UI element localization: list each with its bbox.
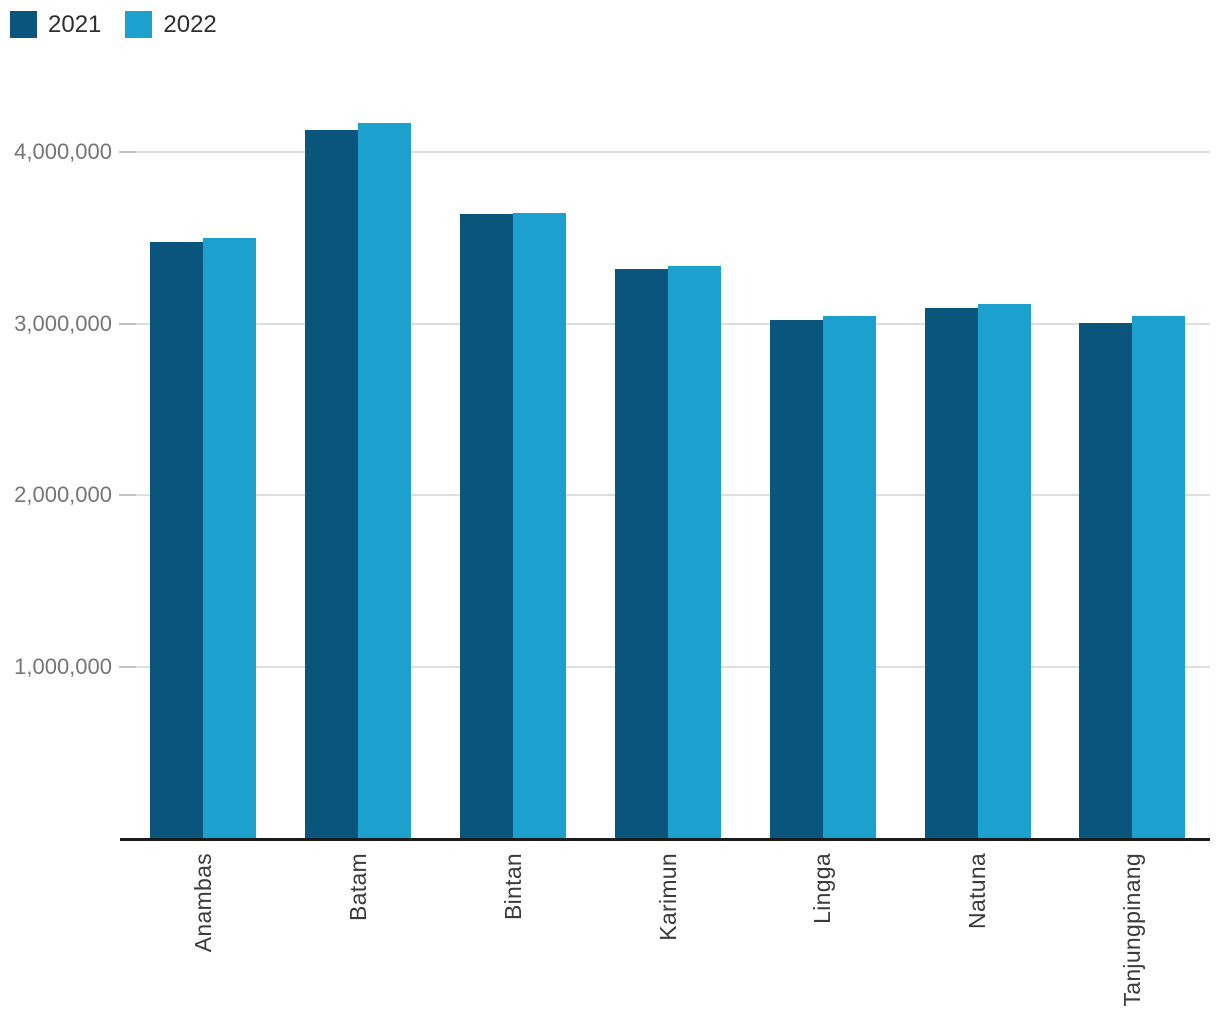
bar-group-bintan <box>460 213 567 838</box>
x-label-slot: Tanjungpinang <box>1055 853 1210 1007</box>
bar-anambas-2021[interactable] <box>150 241 204 838</box>
legend-label-2022: 2022 <box>163 11 217 38</box>
bar-group-tanjungpinang <box>1079 316 1186 838</box>
y-tick-mark <box>119 665 136 668</box>
bar-lingga-2022[interactable] <box>822 316 876 838</box>
x-axis-labels: Anambas Batam Bintan Karimun Lingga Natuna Tan… <box>126 853 1210 1007</box>
x-label-slot: Batam <box>281 853 436 921</box>
plot-area <box>126 0 1210 838</box>
bar-group-batam <box>305 123 412 838</box>
bar-batam-2021[interactable] <box>305 130 359 838</box>
x-axis-line <box>120 838 1210 841</box>
bar-group-anambas <box>150 238 257 838</box>
legend: 2021 2022 <box>10 11 217 38</box>
bar-batam-2022[interactable] <box>358 123 412 838</box>
bar-karimun-2022[interactable] <box>667 266 721 838</box>
y-tick-label: 3,000,000 <box>14 310 112 336</box>
y-tick-label: 4,000,000 <box>14 139 112 165</box>
legend-item-2022[interactable]: 2022 <box>125 11 217 38</box>
bar-karimun-2021[interactable] <box>614 268 668 838</box>
bar-bintan-2022[interactable] <box>513 213 567 838</box>
y-tick-label: 1,000,000 <box>14 653 112 679</box>
gridline <box>120 151 1210 154</box>
bar-tanjungpinang-2022[interactable] <box>1132 316 1186 838</box>
bar-group-karimun <box>614 266 721 838</box>
x-label-slot: Karimun <box>591 853 746 941</box>
bar-anambas-2022[interactable] <box>203 238 257 838</box>
bar-lingga-2021[interactable] <box>769 319 823 838</box>
bar-group-natuna <box>924 304 1031 838</box>
x-label-slot: Natuna <box>900 853 1055 929</box>
legend-swatch-2021 <box>10 11 37 38</box>
legend-swatch-2022 <box>125 11 153 38</box>
x-tick-label-lingga: Lingga <box>809 853 836 924</box>
bar-tanjungpinang-2021[interactable] <box>1079 322 1133 838</box>
bar-natuna-2021[interactable] <box>924 307 978 838</box>
bar-group-lingga <box>769 316 876 838</box>
y-tick-mark <box>119 151 136 154</box>
legend-label-2021: 2021 <box>48 11 102 38</box>
x-tick-label-tanjungpinang: Tanjungpinang <box>1119 853 1146 1007</box>
x-label-slot: Bintan <box>436 853 591 920</box>
legend-item-2021[interactable]: 2021 <box>10 11 101 38</box>
bar-natuna-2022[interactable] <box>977 304 1031 838</box>
x-tick-label-bintan: Bintan <box>499 853 526 921</box>
y-tick-label: 2,000,000 <box>14 482 112 508</box>
y-tick-mark <box>119 322 136 325</box>
x-tick-label-anambas: Anambas <box>189 853 216 953</box>
y-tick-mark <box>119 494 136 497</box>
bar-bintan-2021[interactable] <box>460 214 514 838</box>
x-tick-label-karimun: Karimun <box>654 853 681 941</box>
x-tick-label-natuna: Natuna <box>964 853 991 929</box>
x-label-slot: Anambas <box>126 853 281 952</box>
x-label-slot: Lingga <box>745 853 900 924</box>
x-tick-label-batam: Batam <box>344 853 371 921</box>
